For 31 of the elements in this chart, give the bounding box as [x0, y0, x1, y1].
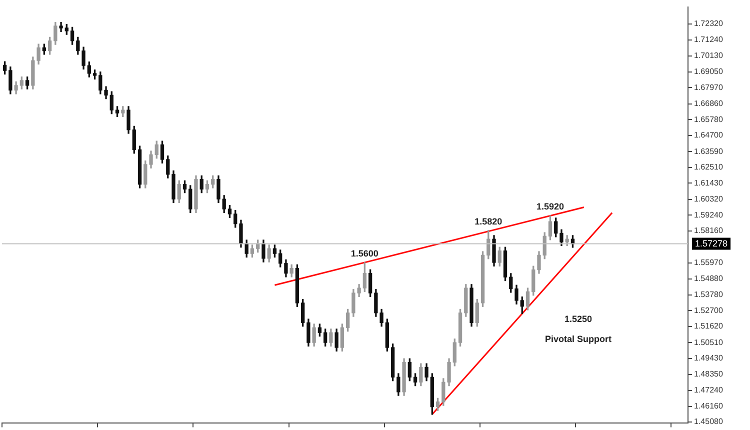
y-tick-label: 1.69050 — [694, 67, 724, 76]
y-tick-label: 1.67970 — [694, 82, 724, 92]
y-tick-label: 1.49430 — [694, 354, 724, 363]
y-tick-label: 1.65780 — [694, 114, 724, 124]
y-tick-label: 1.71240 — [694, 35, 724, 44]
y-tick-label: 1.53780 — [694, 290, 724, 300]
y-tick-label: 1.58160 — [694, 226, 724, 236]
y-tick-label: 1.51620 — [694, 322, 724, 331]
y-tick-label: 1.55970 — [694, 258, 724, 268]
y-tick-label: 1.50510 — [694, 338, 724, 347]
annotation: 1.5600 — [350, 248, 378, 258]
y-tick-label: 1.59240 — [694, 210, 724, 220]
y-tick-label: 1.60320 — [694, 194, 724, 204]
y-tick-label: 1.46160 — [694, 401, 724, 410]
y-tick-label: 1.61430 — [694, 178, 724, 188]
y-tick-label: 1.47240 — [694, 386, 724, 395]
annotation: 1.5250 — [564, 314, 592, 324]
y-tick-label: 1.45080 — [694, 417, 724, 426]
y-tick-label: 1.63590 — [694, 146, 724, 156]
y-tick-label: 1.72320 — [694, 19, 724, 28]
y-tick-label: 1.52700 — [694, 306, 724, 315]
ref-line-label: 1.57278 — [695, 238, 728, 248]
annotation: 1.5920 — [536, 202, 564, 212]
annotation: 1.5820 — [474, 216, 502, 226]
annotation: Pivotal Support — [544, 334, 612, 344]
y-tick-label: 1.54880 — [694, 274, 724, 284]
y-tick-label: 1.64700 — [694, 130, 724, 140]
y-tick-label: 1.66860 — [694, 99, 724, 108]
y-tick-label: 1.48350 — [694, 369, 724, 378]
y-tick-label: 1.70130 — [694, 51, 724, 60]
y-tick-label: 1.62510 — [694, 162, 724, 172]
